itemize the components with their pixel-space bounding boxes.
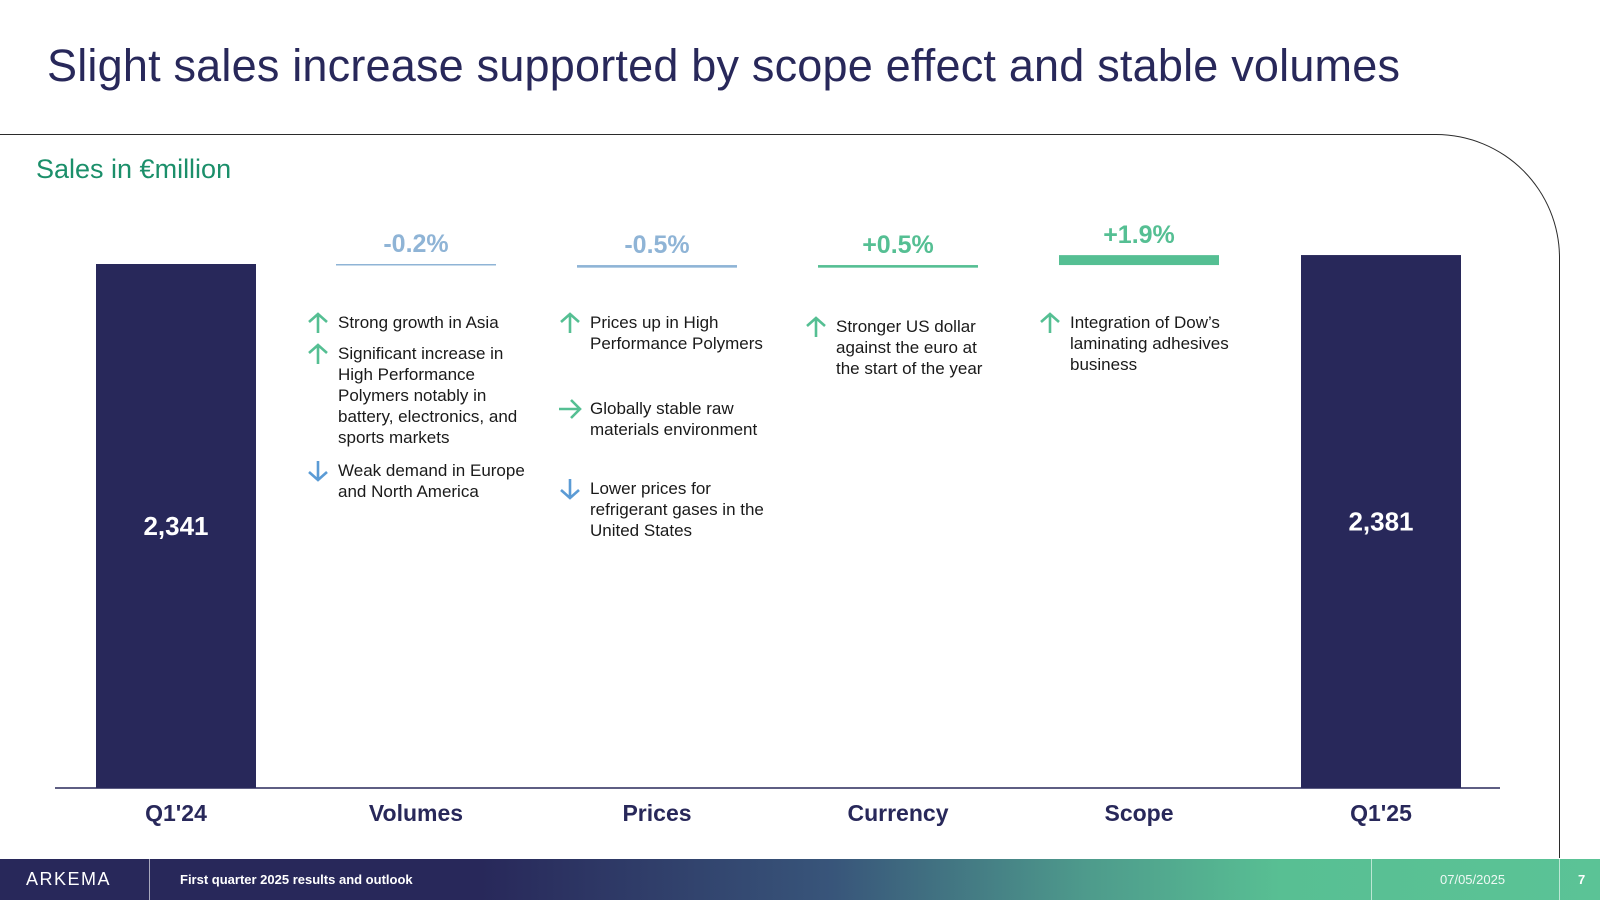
total-bar	[96, 264, 256, 788]
change-bar	[336, 264, 496, 266]
change-pct-label: -0.2%	[383, 230, 448, 258]
arrow-down-icon	[308, 461, 328, 482]
change-pct-label: -0.5%	[624, 231, 689, 259]
category-tick-label: Scope	[1104, 800, 1173, 826]
arrow-up-icon	[1040, 312, 1060, 333]
footer-separator	[149, 859, 150, 900]
footer-separator	[1371, 859, 1372, 900]
note-text: Strong growth in Asia	[338, 313, 499, 332]
footer-separator	[1559, 859, 1560, 900]
arrow-up-icon	[806, 316, 826, 337]
note-text: Lower prices for refrigerant gases in th…	[590, 479, 764, 540]
chart-subtitle: Sales in €million	[36, 154, 232, 184]
note-volumes-2: Significant increase in High Performance…	[305, 343, 525, 448]
notes-currency: Stronger US dollar against the euro at t…	[803, 316, 1003, 379]
change-bar	[1059, 255, 1219, 266]
footer-bar: ARKEMA First quarter 2025 results and ou…	[0, 859, 1600, 900]
note-prices-2: Globally stable raw materials environmen…	[557, 398, 767, 440]
note-prices-1: Prices up in High Performance Polymers	[557, 312, 767, 354]
note-volumes-3: Weak demand in Europe and North America	[305, 460, 525, 502]
bar-value-label: 2,381	[1348, 507, 1413, 537]
note-text: Integration of Dow’s laminating adhesive…	[1070, 313, 1229, 374]
category-tick-label: Prices	[622, 800, 691, 826]
footer-date: 07/05/2025	[1440, 872, 1506, 887]
page-number: 7	[1578, 872, 1586, 887]
change-bar	[818, 265, 978, 268]
note-volumes-1: Strong growth in Asia	[305, 312, 525, 333]
note-text: Significant increase in High Performance…	[338, 344, 518, 447]
change-pct-label: +0.5%	[862, 231, 934, 259]
category-tick-label: Q1'25	[1350, 800, 1412, 826]
note-text: Weak demand in Europe and North America	[338, 461, 525, 501]
change-pct-label: +1.9%	[1103, 221, 1175, 249]
category-tick-label: Volumes	[369, 800, 463, 826]
notes-prices: Prices up in High Performance Polymers G…	[557, 312, 767, 541]
note-scope-1: Integration of Dow’s laminating adhesive…	[1037, 312, 1267, 375]
arrow-up-icon	[308, 343, 328, 364]
notes-scope: Integration of Dow’s laminating adhesive…	[1037, 312, 1267, 375]
company-logo: ARKEMA	[26, 869, 112, 889]
arrow-up-icon	[308, 312, 328, 333]
title-divider	[0, 134, 1436, 135]
bar-value-label: 2,341	[143, 511, 208, 541]
waterfall-chart: 2,341 2,381 -0.2% -0.5% +0.5% +1.9% Q1'24 Volum…	[55, 221, 1500, 826]
note-text: Stronger US dollar against the euro at t…	[836, 317, 983, 378]
note-text: Prices up in High Performance Polymers	[590, 313, 763, 353]
category-tick-label: Currency	[848, 800, 949, 826]
page-title: Slight sales increase supported by scope…	[47, 40, 1401, 91]
note-prices-3: Lower prices for refrigerant gases in th…	[557, 478, 767, 541]
footer-title: First quarter 2025 results and outlook	[180, 872, 413, 887]
arrow-down-icon	[560, 479, 580, 500]
notes-volumes: Strong growth in Asia Significant increa…	[305, 312, 525, 502]
change-bar	[577, 265, 737, 268]
arrow-right-icon	[559, 399, 582, 419]
note-text: Globally stable raw materials environmen…	[590, 399, 758, 439]
total-bar	[1301, 255, 1461, 788]
category-tick-label: Q1'24	[145, 800, 207, 826]
note-currency-1: Stronger US dollar against the euro at t…	[803, 316, 1003, 379]
arrow-up-icon	[560, 312, 580, 333]
right-border-line	[1558, 258, 1560, 858]
